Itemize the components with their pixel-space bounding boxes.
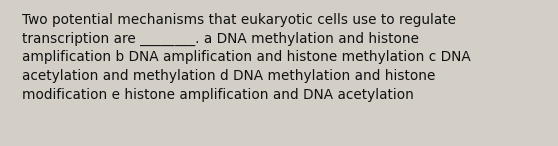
Text: Two potential mechanisms that eukaryotic cells use to regulate
transcription are: Two potential mechanisms that eukaryotic… (22, 13, 471, 102)
